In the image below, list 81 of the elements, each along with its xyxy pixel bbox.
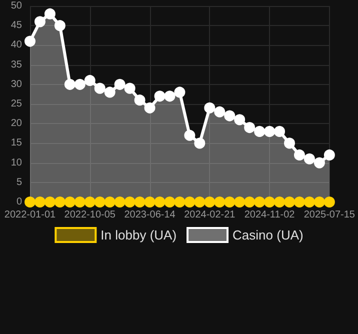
y-tick-label: 25 [10,98,22,110]
point [244,122,256,134]
x-tick-label: 2023-06-14 [124,210,176,220]
point [54,20,66,32]
point [194,138,206,149]
point [284,196,295,208]
point [44,196,56,208]
point [164,90,176,102]
point [254,196,266,208]
point [74,78,86,90]
point [274,196,286,208]
y-tick-label: 0 [16,196,22,208]
point [64,78,76,90]
point [234,196,246,208]
x-tick-label: 2024-11-02 [244,210,296,220]
point [94,82,106,94]
point [94,196,106,208]
point [54,196,66,208]
point [294,149,305,160]
point [114,78,126,90]
y-tick-label: 5 [16,176,22,188]
legend-label: In lobby (UA) [100,228,177,242]
point [104,196,116,208]
point [124,196,136,208]
point [304,196,315,208]
point [324,196,335,208]
x-tick-label: 2024-02-21 [184,210,236,220]
point [304,153,315,164]
point [324,149,335,160]
point [144,196,156,208]
point [134,196,146,208]
point [84,196,96,208]
y-tick-label: 10 [10,157,22,168]
point [314,196,325,208]
point [124,82,136,94]
point [214,196,226,208]
point [204,196,216,208]
point [314,157,325,168]
point [224,110,236,122]
x-tick-label: 2025-07-15 [304,210,356,220]
point [194,196,206,208]
x-tick-label: 2022-10-05 [64,210,116,220]
point [154,196,166,208]
point [164,196,176,208]
y-tick-label: 40 [10,40,22,51]
point [294,196,305,208]
point [24,36,36,47]
point [174,86,186,98]
y-tick-label: 30 [10,78,22,90]
point [184,130,196,141]
y-tick-label: 50 [10,0,22,12]
point [214,106,226,118]
point [204,102,216,114]
point [114,196,126,208]
point [244,196,256,208]
point [274,126,286,137]
point [254,126,266,137]
legend-label: Casino (UA) [232,228,304,242]
y-tick-label: 45 [10,20,22,32]
point [174,196,186,208]
point [34,196,46,208]
point [154,90,166,102]
point [104,86,116,98]
y-tick-label: 35 [10,59,22,70]
point [74,196,86,208]
point [224,196,236,208]
point [24,196,36,208]
y-tick-label: 15 [10,138,22,149]
point [144,102,156,114]
point [284,138,295,149]
point [184,196,196,208]
point [264,196,276,208]
point [134,94,146,106]
x-tick-label: 2022-01-01 [4,210,56,220]
point [64,196,76,208]
point [264,126,276,137]
point [44,8,56,20]
point [84,74,96,86]
point [34,16,46,28]
y-tick-label: 20 [10,118,22,130]
point [234,114,246,126]
